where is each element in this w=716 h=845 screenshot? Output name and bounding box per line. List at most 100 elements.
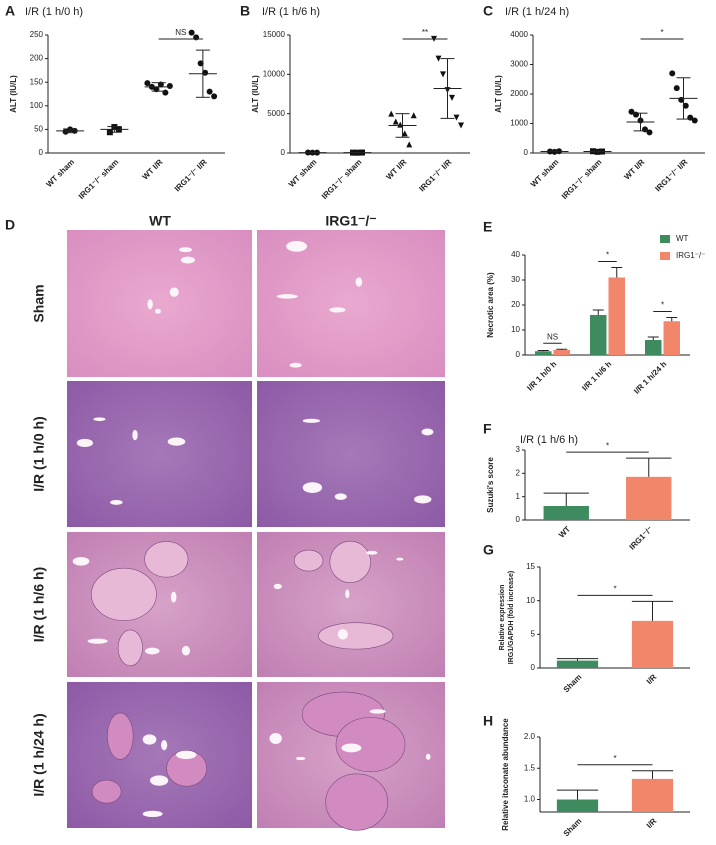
panel-letter: D: [5, 217, 15, 233]
x-tick-label: IRG1⁻/⁻ I/R: [653, 157, 689, 193]
panel-letter: A: [5, 3, 15, 19]
necrotic-area: [117, 629, 143, 667]
x-tick-label: WT I/R: [622, 157, 646, 181]
y-tick-label: 20: [511, 300, 520, 309]
data-point: [628, 108, 635, 115]
x-tick-label: WT: [557, 524, 572, 539]
x-tick-label: WT sham: [45, 158, 77, 190]
data-point: [458, 122, 464, 129]
data-point: [162, 89, 169, 96]
x-tick-label: IRG1⁻/⁻ sham: [77, 158, 120, 201]
bar: [535, 351, 552, 355]
x-tick-label: I/R 1 h/0 h: [525, 359, 558, 392]
y-tick-label: 10000: [263, 69, 286, 78]
micrograph: [67, 381, 252, 527]
data-point: [401, 130, 408, 137]
significance-label: *: [606, 251, 609, 260]
y-tick-label: 2.0: [524, 732, 536, 741]
y-axis-label: Relative expression: [499, 585, 506, 651]
y-tick-label: 40: [511, 250, 520, 259]
y-tick-label: 30: [511, 275, 520, 284]
vessel: [87, 638, 108, 644]
x-tick-label: WT I/R: [141, 157, 165, 181]
y-tick-label: 0: [516, 515, 521, 524]
necrotic-area: [293, 549, 324, 572]
vessel: [413, 495, 432, 504]
chart-title: I/R (1 h/6 h): [520, 434, 578, 446]
y-tick-label: 10: [526, 596, 535, 605]
vessel: [273, 583, 282, 590]
data-point: [453, 114, 460, 121]
data-point: [144, 80, 151, 87]
row-label: Sham: [31, 284, 47, 322]
x-tick-label: I/R: [645, 672, 659, 686]
significance-label: *: [613, 754, 616, 763]
necrotic-area: [318, 622, 394, 650]
vessel: [341, 743, 362, 753]
micrograph: [67, 682, 252, 828]
bar: [553, 350, 570, 355]
vessel: [369, 709, 386, 714]
necrotic-area: [325, 773, 389, 831]
data-point: [62, 128, 69, 135]
vessel: [161, 740, 168, 751]
vessel: [142, 810, 163, 818]
x-tick-label: IRG1⁻/⁻ sham: [320, 158, 363, 201]
necrotic-area: [166, 750, 207, 787]
necrotic-area: [91, 779, 122, 804]
data-point: [206, 88, 213, 95]
vessel: [150, 775, 169, 786]
y-tick-label: 5000: [267, 109, 285, 118]
vessel: [355, 277, 363, 287]
vessel: [269, 733, 282, 744]
bar: [556, 799, 599, 812]
bar: [590, 315, 607, 355]
y-tick-label: 2: [516, 468, 521, 477]
vessel: [181, 645, 191, 656]
y-tick-label: 3: [516, 445, 521, 454]
y-tick-label: 50: [34, 125, 43, 134]
y-tick-label: 100: [30, 101, 44, 110]
data-point: [197, 60, 204, 67]
y-axis-label: ALT (IU/L): [251, 75, 260, 113]
micrograph-grid: [67, 230, 445, 831]
y-axis-label: Relative itaconate abundance: [501, 718, 510, 831]
panel-letter: F: [483, 421, 492, 437]
y-axis-label: IRG1/GAPDH (fold increase): [508, 571, 515, 664]
vessel: [425, 753, 431, 760]
x-tick-label: I/R 1 h/24 h: [632, 359, 668, 395]
y-tick-label: 1.0: [524, 795, 536, 804]
vessel: [76, 438, 93, 448]
y-tick-label: 0: [516, 350, 521, 359]
legend-swatch: [660, 235, 670, 243]
significance-label: NS: [547, 332, 558, 341]
vessel: [289, 362, 302, 368]
data-point: [646, 129, 653, 136]
bar: [631, 620, 674, 668]
data-point: [188, 29, 195, 36]
x-tick-label: I/R: [645, 816, 659, 830]
vessel: [132, 429, 138, 441]
vessel: [295, 756, 306, 761]
x-tick-label: IRG1⁻/⁻ I/R: [417, 157, 453, 193]
vessel: [276, 294, 298, 299]
data-point: [440, 71, 446, 78]
significance-label: *: [661, 301, 664, 310]
y-tick-label: 250: [30, 30, 44, 39]
bar: [663, 321, 680, 355]
y-tick-label: 3000: [510, 60, 528, 69]
micrograph: [257, 381, 445, 527]
y-axis-label: Suzuki's score: [486, 457, 495, 513]
micrograph: [67, 230, 252, 377]
significance-label: *: [606, 441, 609, 450]
y-axis-label: Necrotic area (%): [486, 272, 495, 338]
column-header: IRG1⁻/⁻: [325, 213, 376, 229]
significance-label: *: [660, 28, 663, 37]
data-point: [166, 82, 173, 89]
x-tick-label: IRG1⁻/⁻: [628, 525, 655, 552]
y-axis-label: ALT (IU/L): [9, 75, 18, 113]
data-point: [633, 111, 639, 118]
necrotic-area: [329, 540, 371, 583]
y-tick-label: 4000: [510, 30, 528, 39]
vessel: [178, 247, 192, 253]
